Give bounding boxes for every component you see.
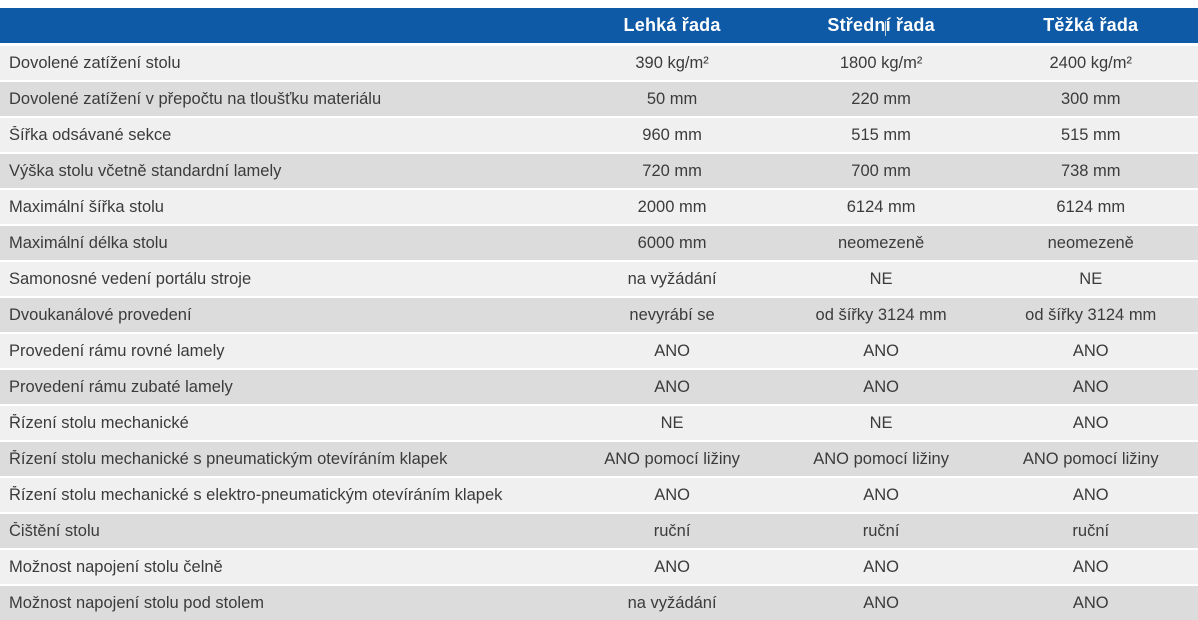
table-row: Maximální šířka stolu 2000 mm 6124 mm 6124 … [0,190,1198,226]
row-value: ANO [863,377,899,396]
row-label: Čištění stolu [9,521,100,540]
row-label: Šířka odsávané sekce [9,125,172,144]
table-row: Dovolené zatížení v přepočtu na tloušťku… [0,82,1198,118]
row-label: Výška stolu včetně standardní lamely [9,161,282,180]
row-value: 700 mm [851,161,911,180]
row-value: 300 mm [1060,89,1121,108]
row-label: Dvoukanálové provedení [9,305,192,324]
row-value: ANO [654,341,690,360]
row-value: ruční [1072,521,1110,540]
row-label: Maximální délka stolu [9,233,168,252]
row-value: ANO [1072,485,1109,504]
table-header-row: Lehká řada Střední řada Těžká řada [0,8,1198,46]
table-row: Dovolené zatížení stolu 390 kg/m² 1800 kg/… [0,46,1198,82]
row-label: Možnost napojení stolu čelně [9,557,223,576]
row-value: ANO pomocí ližiny [1022,449,1159,468]
row-value: ANO [1072,413,1109,432]
row-value: 220 mm [851,89,911,108]
table-row: Možnost napojení stolu čelně ANO ANO ANO [0,550,1198,586]
row-value: 2400 kg/m² [1049,53,1133,72]
table-row: Výška stolu včetně standardní lamely 720 … [0,154,1198,190]
row-label: Dovolené zatížení v přepočtu na tloušťku… [9,89,382,108]
row-value: ANO [1072,557,1109,576]
row-value: ANO [863,557,899,576]
row-value: NE [660,413,684,432]
table-row: Šířka odsávané sekce 960 mm 515 mm 515 mm [0,118,1198,154]
row-value: ANO [863,341,899,360]
row-value: 960 mm [642,125,702,144]
row-value: ANO [1072,341,1109,360]
row-label: Provedení rámu zubaté lamely [9,377,233,396]
row-value: nevyrábí se [629,305,715,324]
row-value: NE [869,269,893,288]
row-value: od šířky 3124 mm [1025,305,1157,324]
row-value: ruční [653,521,691,540]
row-value: ANO pomocí ližiny [604,449,740,468]
row-value: 6124 mm [846,197,916,216]
row-value: ANO [863,485,899,504]
row-value: 2000 mm [637,197,707,216]
text-cursor-icon [885,21,887,36]
row-value: 515 mm [851,125,911,144]
row-label: Řízení stolu mechanické [9,413,189,432]
row-value: ANO pomocí ližiny [813,449,949,468]
row-value: ANO [654,377,690,396]
row-value: neomezeně [837,233,925,252]
row-value: 6124 mm [1056,197,1126,216]
table-row: Řízení stolu mechanické s elektro-pneuma… [0,478,1198,514]
spec-comparison-table: Lehká řada Střední řada Těžká řada Dovol… [0,8,1198,620]
row-value: od šířky 3124 mm [815,305,947,324]
table-row: Samonosné vedení portálu stroje na vyžádá… [0,262,1198,298]
header-col-stredni-rada: Střední řada [779,15,984,36]
row-label: Dovolené zatížení stolu [9,53,181,72]
table-row: Možnost napojení stolu pod stolem na vyžá… [0,586,1198,620]
row-value: NE [1079,269,1103,288]
row-value: ANO [1072,593,1109,612]
row-label: Možnost napojení stolu pod stolem [9,593,264,612]
table-row: Řízení stolu mechanické NE NE ANO [0,406,1198,442]
header-col-stredni-rada-label: Střední řada [827,15,935,35]
row-value: neomezeně [1047,233,1134,252]
table-row: Dvoukanálové provedení nevyrábí se od šířk… [0,298,1198,334]
row-value: ANO [1072,377,1109,396]
row-value: 738 mm [1060,161,1121,180]
row-label: Řízení stolu mechanické s pneumatickým o… [9,449,448,468]
row-label: Provedení rámu rovné lamely [9,341,225,360]
row-label: Maximální šířka stolu [9,197,164,216]
row-value: ANO [654,485,690,504]
row-value: na vyžádání [627,593,717,612]
row-value: ANO [654,557,690,576]
row-value: 720 mm [642,161,702,180]
row-value: 6000 mm [637,233,707,252]
header-col-lehka-rada: Lehká řada [623,15,721,35]
table-body: Dovolené zatížení stolu 390 kg/m² 1800 kg/… [0,46,1198,620]
row-value: ANO [863,593,899,612]
table-row: Provedení rámu zubaté lamely ANO ANO ANO [0,370,1198,406]
row-value: 1800 kg/m² [839,53,923,72]
row-value: ruční [862,521,900,540]
table-row: Řízení stolu mechanické s pneumatickým o… [0,442,1198,478]
row-label: Samonosné vedení portálu stroje [9,269,252,288]
row-label: Řízení stolu mechanické s elektro-pneuma… [9,485,503,504]
table-row: Maximální délka stolu 6000 mm neomezeně neo… [0,226,1198,262]
row-value: 50 mm [646,89,698,108]
row-value: na vyžádání [627,269,717,288]
row-value: 515 mm [1060,125,1121,144]
row-value: NE [869,413,893,432]
table-row: Provedení rámu rovné lamely ANO ANO ANO [0,334,1198,370]
table-row: Čištění stolu ruční ruční ruční [0,514,1198,550]
header-col-tezka-rada: Těžká řada [1043,15,1139,35]
row-value: 390 kg/m² [635,53,709,72]
